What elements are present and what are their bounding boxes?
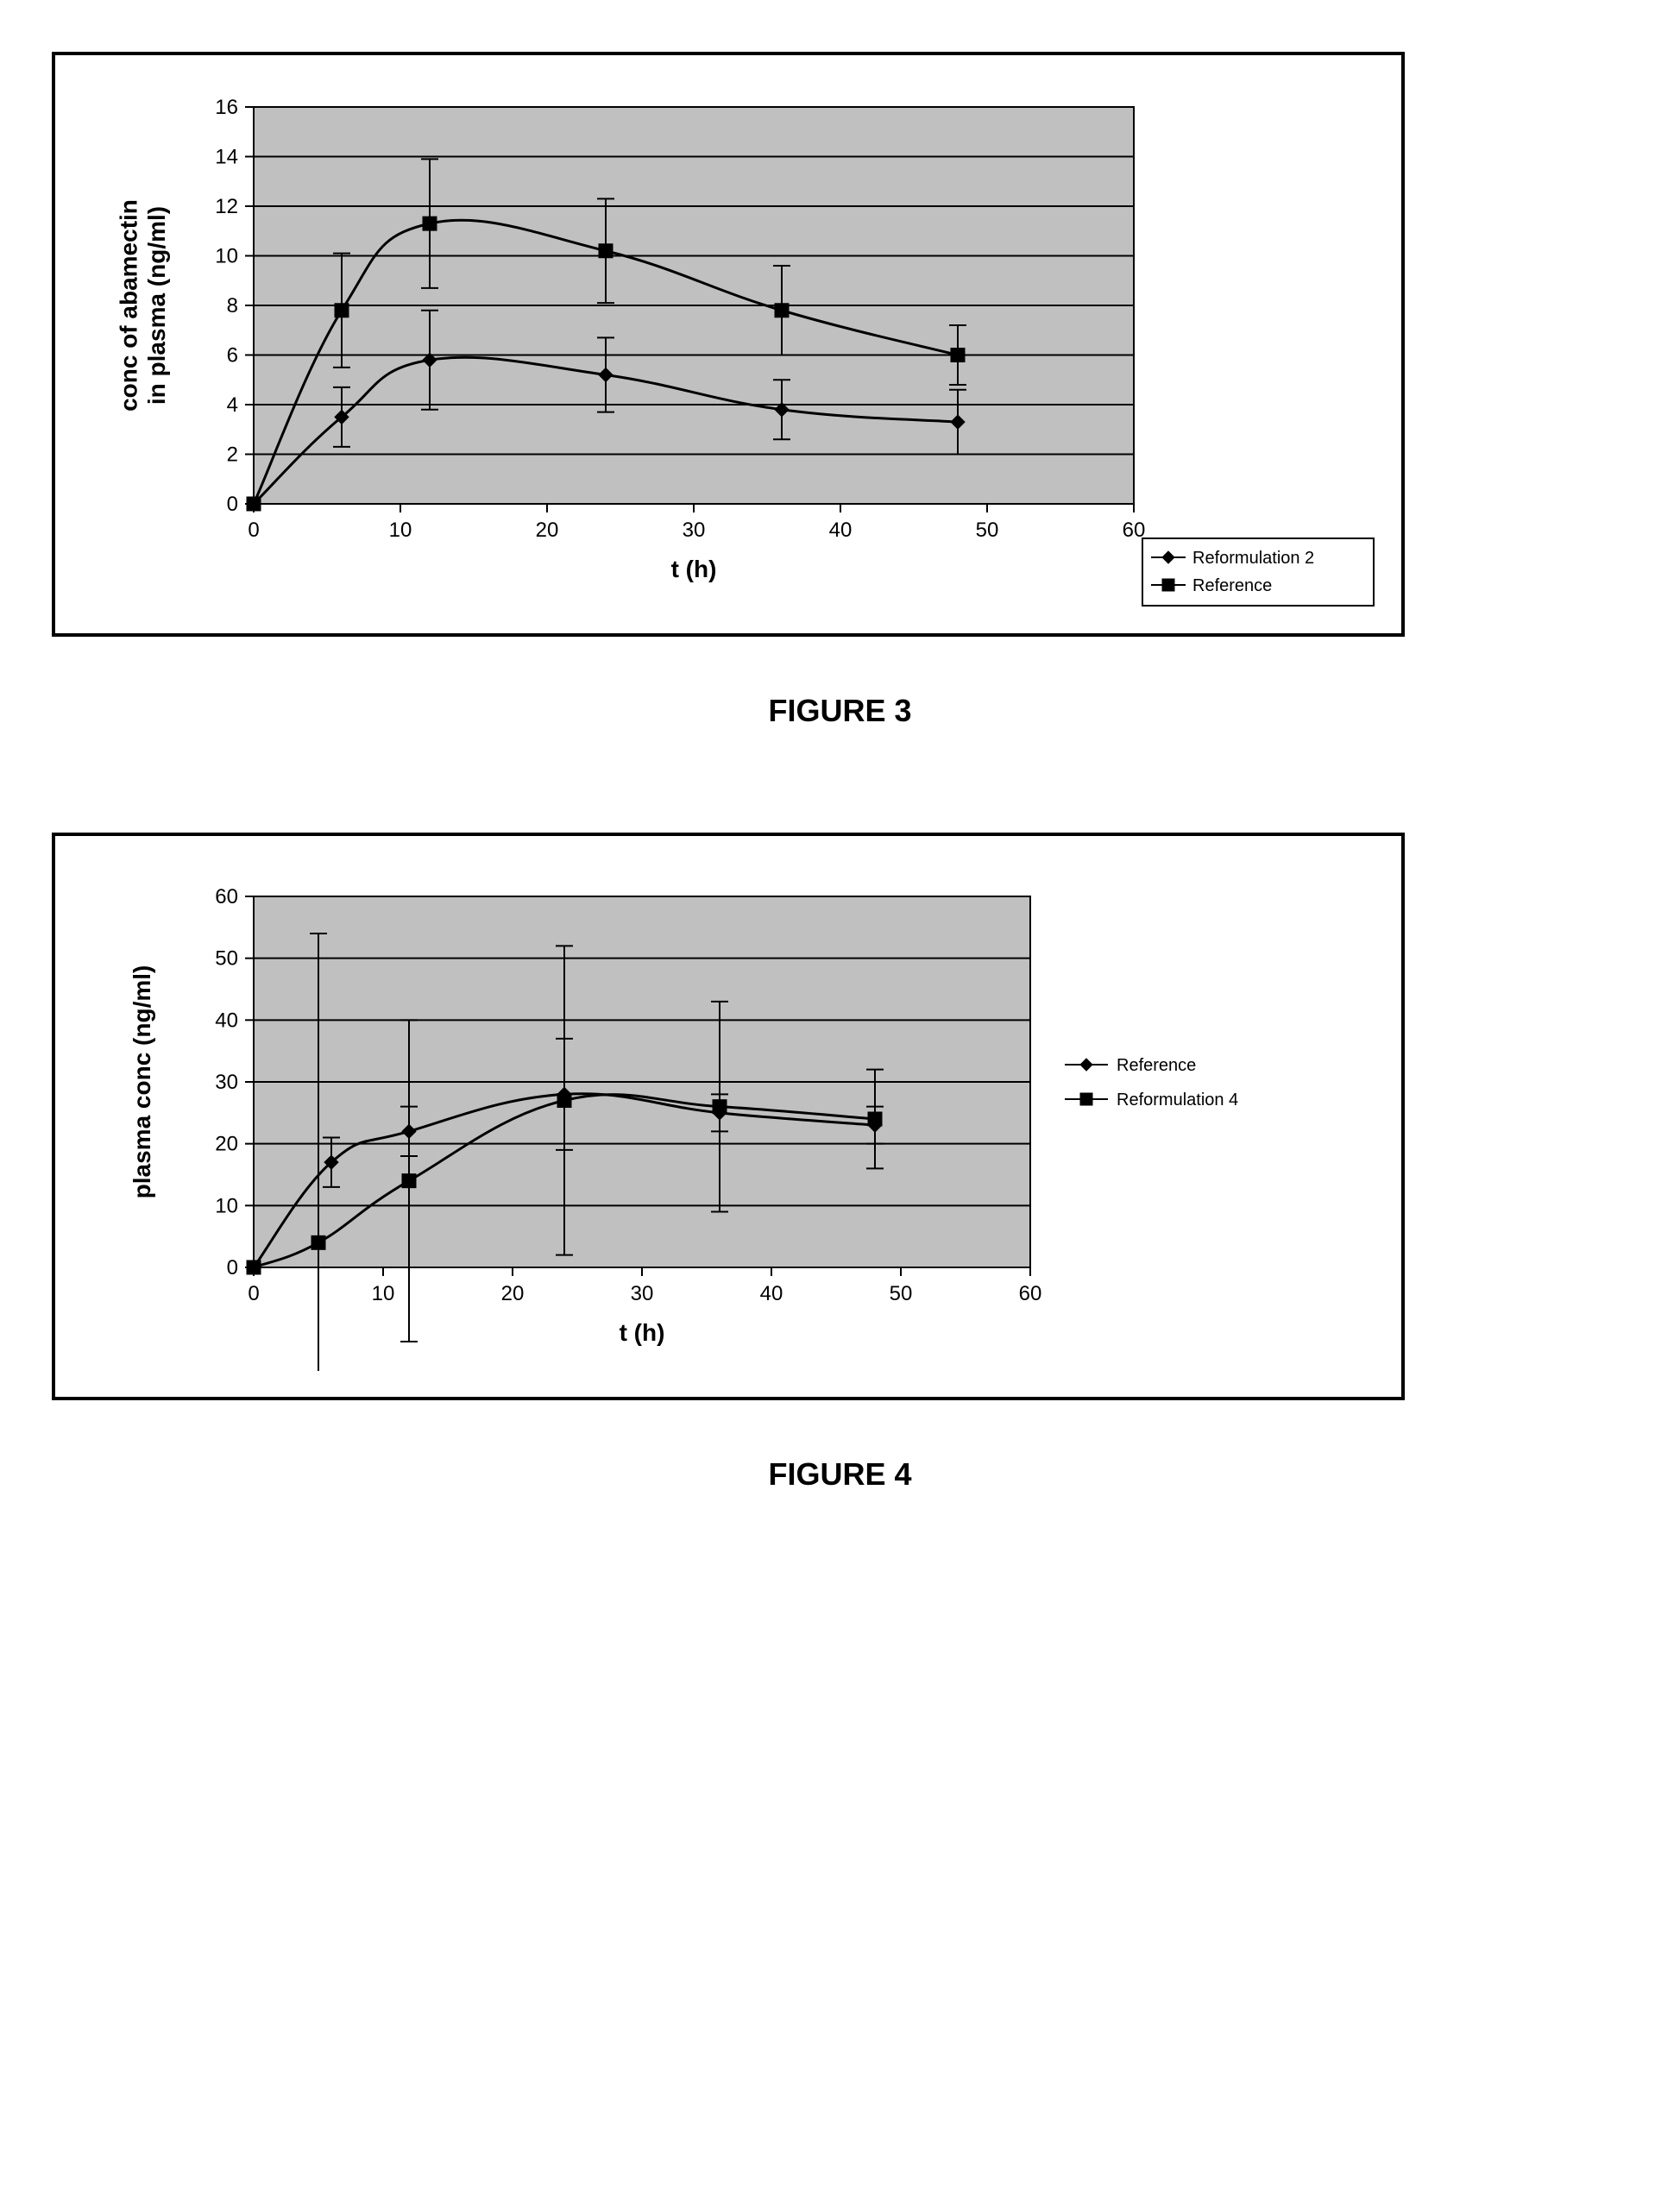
svg-text:20: 20 <box>536 519 559 542</box>
svg-text:50: 50 <box>976 519 999 542</box>
svg-text:10: 10 <box>215 1194 238 1217</box>
svg-text:20: 20 <box>215 1133 238 1156</box>
svg-text:Reference: Reference <box>1192 576 1272 595</box>
figure-3: 01020304050600246810121416t (h)conc of a… <box>52 52 1628 729</box>
svg-text:Reformulation 2: Reformulation 2 <box>1192 549 1314 568</box>
svg-text:plasma conc (ng/ml): plasma conc (ng/ml) <box>129 965 155 1199</box>
figure-3-caption: FIGURE 3 <box>52 693 1628 729</box>
svg-text:Reformulation 4: Reformulation 4 <box>1117 1091 1238 1110</box>
svg-text:4: 4 <box>227 393 238 417</box>
svg-text:0: 0 <box>248 1282 259 1305</box>
figure-3-chart: 01020304050600246810121416t (h)conc of a… <box>81 81 1375 607</box>
figure-4: 0 10 20 30 40 50 60 0 10 20 30 40 50 60 t (h) plasma co… <box>52 833 1628 1493</box>
svg-text:60: 60 <box>1019 1282 1042 1305</box>
svg-text:0: 0 <box>227 1256 238 1279</box>
figure-4-caption: FIGURE 4 <box>52 1456 1628 1493</box>
svg-text:2: 2 <box>227 443 238 467</box>
svg-text:16: 16 <box>215 96 238 119</box>
svg-text:6: 6 <box>227 344 238 368</box>
svg-text:12: 12 <box>215 195 238 218</box>
svg-text:t (h): t (h) <box>671 556 717 582</box>
figure-4-frame: 0 10 20 30 40 50 60 0 10 20 30 40 50 60 t (h) plasma co… <box>52 833 1405 1400</box>
svg-text:40: 40 <box>760 1282 783 1305</box>
svg-text:30: 30 <box>631 1282 654 1305</box>
svg-text:Reference: Reference <box>1117 1056 1196 1075</box>
svg-text:30: 30 <box>683 519 706 542</box>
svg-text:t (h): t (h) <box>620 1319 665 1346</box>
svg-text:10: 10 <box>389 519 412 542</box>
svg-text:14: 14 <box>215 146 238 169</box>
svg-text:50: 50 <box>890 1282 913 1305</box>
svg-text:10: 10 <box>372 1282 395 1305</box>
svg-text:8: 8 <box>227 294 238 317</box>
svg-text:10: 10 <box>215 245 238 268</box>
svg-text:0: 0 <box>227 493 238 516</box>
figure-4-chart: 0 10 20 30 40 50 60 0 10 20 30 40 50 60 t (h) plasma co… <box>81 862 1375 1371</box>
svg-text:60: 60 <box>215 885 238 908</box>
svg-text:20: 20 <box>501 1282 525 1305</box>
svg-text:0: 0 <box>248 519 259 542</box>
svg-text:40: 40 <box>829 519 853 542</box>
svg-text:50: 50 <box>215 947 238 971</box>
figure-3-frame: 01020304050600246810121416t (h)conc of a… <box>52 52 1405 637</box>
svg-text:conc of abamectinin plasma (ng: conc of abamectinin plasma (ng/ml) <box>116 199 170 412</box>
svg-text:40: 40 <box>215 1009 238 1032</box>
svg-text:30: 30 <box>215 1071 238 1094</box>
